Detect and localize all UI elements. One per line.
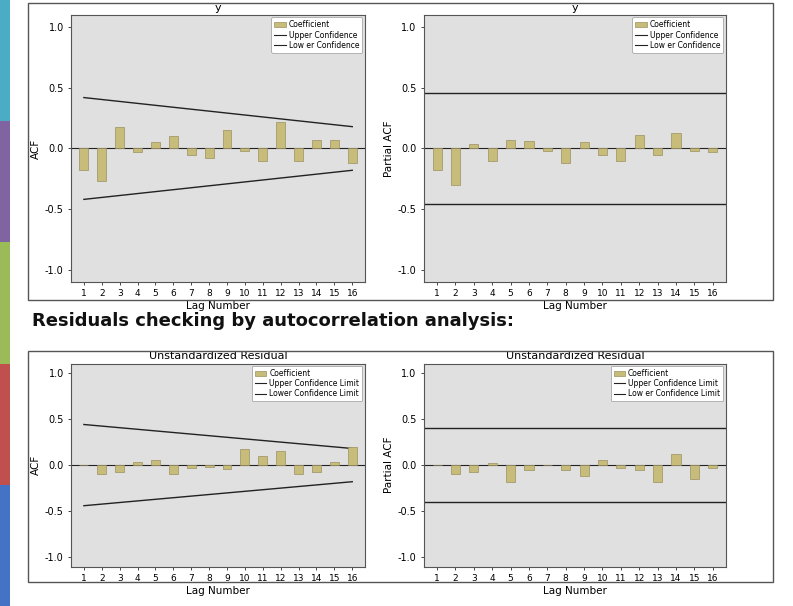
Bar (115, 127, 125, 148)
Bar (598, 148, 607, 155)
Bar (524, 465, 534, 470)
Bar (312, 140, 321, 148)
Bar (348, 447, 357, 465)
Bar (223, 465, 232, 469)
Bar (79, 148, 88, 170)
Bar (187, 148, 196, 155)
Bar (312, 465, 321, 473)
Bar (506, 465, 515, 482)
Bar (634, 465, 644, 470)
Bar (672, 133, 680, 148)
Bar (151, 142, 160, 148)
Bar (598, 461, 607, 465)
Bar (276, 122, 285, 148)
Text: Residuals checking by autocorrelation analysis:: Residuals checking by autocorrelation an… (32, 312, 514, 330)
Bar (169, 465, 178, 474)
Y-axis label: ACF: ACF (31, 138, 40, 159)
Bar (98, 465, 106, 474)
Y-axis label: ACF: ACF (31, 455, 40, 475)
Bar (488, 463, 497, 465)
Bar (580, 465, 588, 476)
Bar (506, 140, 515, 148)
Bar (542, 148, 552, 151)
Bar (259, 456, 267, 465)
Bar (223, 130, 232, 148)
X-axis label: Lag Number: Lag Number (543, 586, 607, 596)
Bar (205, 465, 213, 467)
X-axis label: Lag Number: Lag Number (186, 301, 250, 311)
X-axis label: Lag Number: Lag Number (186, 586, 250, 596)
Bar (240, 450, 249, 465)
Bar (276, 451, 285, 465)
Title: Unstandardized Residual: Unstandardized Residual (149, 351, 287, 361)
Bar (488, 148, 497, 161)
Bar (672, 454, 680, 465)
Bar (616, 465, 626, 468)
Bar (115, 465, 125, 473)
Bar (259, 148, 267, 161)
Bar (451, 465, 460, 474)
Bar (348, 148, 357, 163)
Bar (690, 148, 699, 151)
Bar (561, 148, 570, 163)
Bar (169, 136, 178, 148)
Bar (432, 148, 442, 170)
Bar (330, 140, 339, 148)
Bar (451, 148, 460, 185)
Bar (653, 465, 662, 482)
Bar (133, 148, 142, 152)
Bar (524, 141, 534, 148)
Bar (205, 148, 213, 158)
Bar (653, 148, 662, 155)
Bar (294, 465, 303, 474)
Bar (616, 148, 626, 161)
Legend: Coefficient, Upper Confidence Limit, Lower Confidence Limit: Coefficient, Upper Confidence Limit, Low… (252, 366, 362, 401)
Bar (133, 462, 142, 465)
Bar (240, 148, 249, 151)
Bar (469, 465, 478, 471)
Bar (690, 465, 699, 479)
Bar (98, 148, 106, 181)
Bar (469, 144, 478, 148)
Legend: Coefficient, Upper Confidence, Low er Confidence: Coefficient, Upper Confidence, Low er Co… (271, 18, 362, 53)
Title: y: y (572, 3, 578, 13)
Bar (561, 465, 570, 470)
Y-axis label: Partial ACF: Partial ACF (384, 437, 393, 493)
Bar (708, 148, 718, 152)
Bar (634, 135, 644, 148)
Legend: Coefficient, Upper Confidence, Low er Confidence: Coefficient, Upper Confidence, Low er Co… (632, 18, 723, 53)
Bar (187, 465, 196, 468)
Title: y: y (215, 3, 221, 13)
Bar (708, 465, 718, 468)
Bar (330, 462, 339, 465)
Bar (151, 461, 160, 465)
Legend: Coefficient, Upper Confidence Limit, Low er Confidence Limit: Coefficient, Upper Confidence Limit, Low… (611, 366, 723, 401)
Bar (580, 142, 588, 148)
Bar (294, 148, 303, 161)
X-axis label: Lag Number: Lag Number (543, 301, 607, 311)
Y-axis label: Partial ACF: Partial ACF (384, 120, 393, 177)
Title: Unstandardized Residual: Unstandardized Residual (506, 351, 644, 361)
